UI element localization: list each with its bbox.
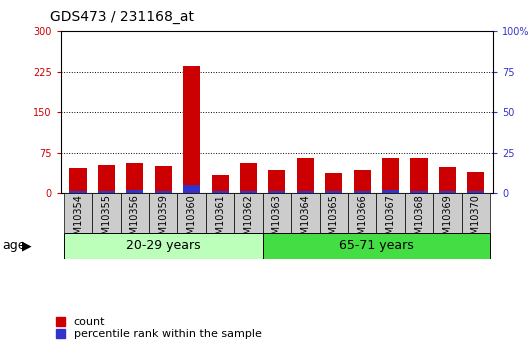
Text: GSM10360: GSM10360 xyxy=(187,194,197,247)
Text: GDS473 / 231168_at: GDS473 / 231168_at xyxy=(50,10,195,24)
Text: age: age xyxy=(3,239,26,252)
Bar xyxy=(98,165,115,193)
Bar xyxy=(240,191,257,193)
Bar xyxy=(64,233,263,259)
Bar xyxy=(211,191,228,193)
Text: GSM10363: GSM10363 xyxy=(272,194,282,247)
Bar xyxy=(263,233,490,259)
Text: GSM10362: GSM10362 xyxy=(243,194,253,247)
Bar xyxy=(155,166,172,193)
Bar xyxy=(183,66,200,193)
Text: GSM10369: GSM10369 xyxy=(443,194,453,247)
Bar xyxy=(149,193,178,233)
Bar xyxy=(320,193,348,233)
Legend: count, percentile rank within the sample: count, percentile rank within the sample xyxy=(56,317,262,339)
Text: GSM10356: GSM10356 xyxy=(130,194,140,247)
Bar xyxy=(178,193,206,233)
Bar xyxy=(183,185,200,193)
Text: GSM10361: GSM10361 xyxy=(215,194,225,247)
Bar xyxy=(297,158,314,193)
Text: GSM10365: GSM10365 xyxy=(329,194,339,247)
Bar xyxy=(64,193,92,233)
Text: GSM10355: GSM10355 xyxy=(101,194,111,247)
Text: GSM10364: GSM10364 xyxy=(301,194,311,247)
Bar xyxy=(467,191,484,193)
Bar xyxy=(462,193,490,233)
Text: GSM10367: GSM10367 xyxy=(386,194,395,247)
Bar xyxy=(234,193,263,233)
Text: GSM10359: GSM10359 xyxy=(158,194,168,247)
Bar xyxy=(121,193,149,233)
Text: ▶: ▶ xyxy=(22,239,32,252)
Bar xyxy=(206,193,234,233)
Bar xyxy=(325,172,342,193)
Bar xyxy=(126,190,143,193)
Bar xyxy=(69,168,86,193)
Text: GSM10366: GSM10366 xyxy=(357,194,367,247)
Text: 65-71 years: 65-71 years xyxy=(339,239,414,252)
Bar xyxy=(439,191,456,193)
Bar xyxy=(126,164,143,193)
Bar xyxy=(291,193,320,233)
Bar xyxy=(325,191,342,193)
Bar xyxy=(268,191,286,193)
Bar xyxy=(411,191,428,193)
Bar xyxy=(354,170,370,193)
Bar xyxy=(348,193,376,233)
Bar xyxy=(263,193,291,233)
Bar xyxy=(69,191,86,193)
Bar xyxy=(405,193,433,233)
Text: GSM10368: GSM10368 xyxy=(414,194,424,247)
Bar xyxy=(354,191,370,193)
Bar xyxy=(268,170,286,193)
Bar xyxy=(382,190,399,193)
Bar xyxy=(155,191,172,193)
Bar xyxy=(411,158,428,193)
Bar xyxy=(98,191,115,193)
Bar xyxy=(376,193,405,233)
Text: 20-29 years: 20-29 years xyxy=(126,239,200,252)
Bar xyxy=(240,164,257,193)
Bar xyxy=(297,191,314,193)
Text: GSM10370: GSM10370 xyxy=(471,194,481,247)
Text: GSM10354: GSM10354 xyxy=(73,194,83,247)
Bar xyxy=(439,167,456,193)
Bar xyxy=(467,171,484,193)
Bar xyxy=(211,175,228,193)
Bar xyxy=(433,193,462,233)
Bar xyxy=(382,158,399,193)
Bar xyxy=(92,193,121,233)
